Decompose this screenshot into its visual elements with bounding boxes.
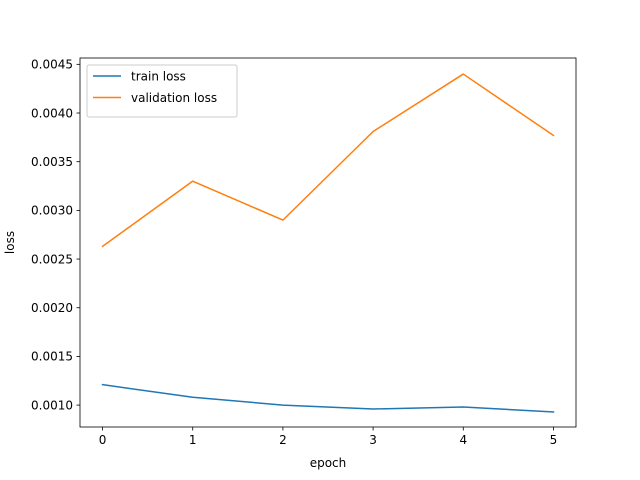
y-tick-label: 0.0015 [31,350,73,364]
x-tick-label: 3 [369,433,377,447]
x-tick-label: 0 [99,433,107,447]
y-tick-label: 0.0010 [31,398,73,412]
plot-frame [79,57,577,428]
x-tick-label: 2 [279,433,287,447]
x-tick-label: 5 [550,433,558,447]
series-line-0 [101,383,555,413]
legend: train loss validation loss [86,64,238,118]
y-tick-label: 0.0025 [31,252,73,266]
series-layer [101,73,555,413]
plot-area [80,58,576,427]
x-tick-label: 1 [189,433,197,447]
x-tick-label: 4 [459,433,467,447]
y-tick-label: 0.0020 [31,301,73,315]
legend-label-1: validation loss [131,91,217,105]
x-axis-ticks: 0 1 2 3 4 5 [99,427,558,447]
legend-label-0: train loss [131,69,186,83]
y-axis-label: loss [3,231,17,254]
y-tick-label: 0.0030 [31,204,73,218]
y-tick-label: 0.0045 [31,58,73,72]
x-axis-label: epoch [310,456,347,470]
y-tick-label: 0.0040 [31,106,73,120]
plot-background [80,58,576,427]
legend-box [86,64,238,118]
y-axis-ticks: 0.0010 0.0015 0.0020 0.0025 0.0030 0.0035 0.00… [31,58,80,412]
axes [79,57,577,428]
y-tick-label: 0.0035 [31,155,73,169]
series-line-1 [101,73,555,248]
